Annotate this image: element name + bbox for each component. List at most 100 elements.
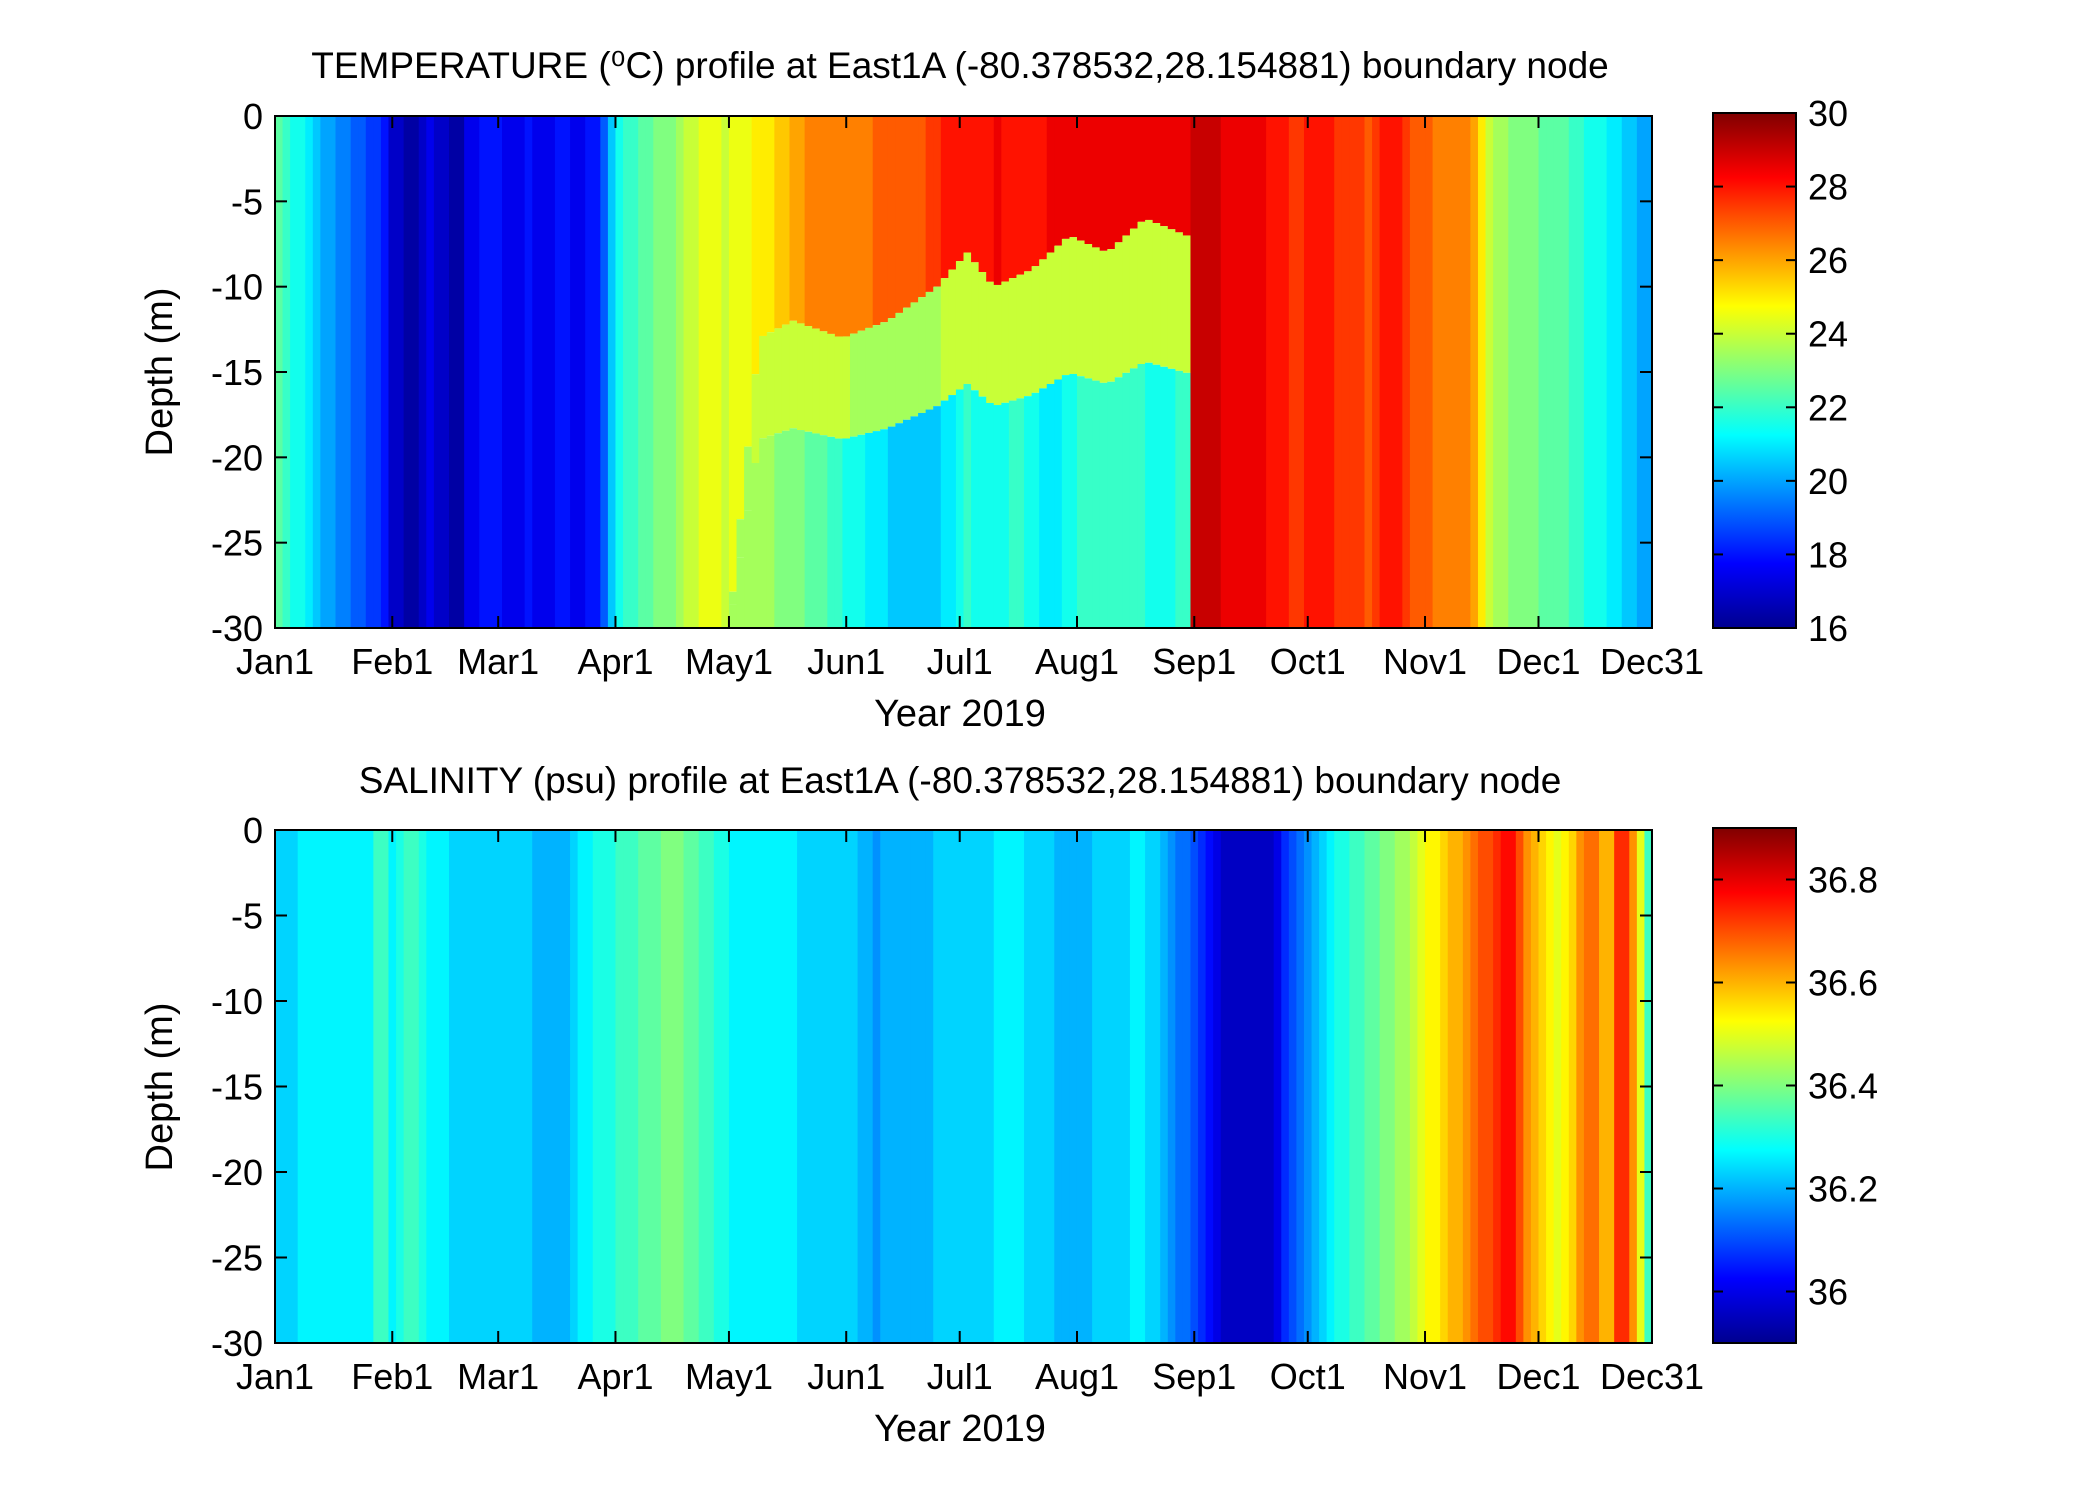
temperature-cell xyxy=(850,436,859,628)
salinity-cell xyxy=(1432,830,1441,1343)
salinity-cell xyxy=(1296,830,1305,1343)
temperature-cell xyxy=(902,116,912,308)
temperature-cell xyxy=(812,433,821,628)
temperature-cell xyxy=(380,116,390,628)
temperature-cell xyxy=(955,261,965,390)
salinity-y-tick-label: -5 xyxy=(231,896,263,937)
temperature-cell xyxy=(1440,116,1449,628)
salinity-cell xyxy=(539,830,548,1343)
salinity-x-tick-label: Dec31 xyxy=(1600,1356,1704,1397)
temperature-cell xyxy=(441,116,450,628)
temperature-cell xyxy=(1122,235,1131,373)
temperature-cell xyxy=(955,116,965,262)
temperature-cell xyxy=(501,116,511,628)
temperature-cell xyxy=(1016,116,1025,275)
temperature-cell xyxy=(910,116,919,303)
temperature-cell xyxy=(1341,116,1350,628)
temperature-cell xyxy=(834,116,844,337)
salinity-cell xyxy=(797,830,806,1343)
salinity-cell xyxy=(1137,830,1146,1343)
temperature-x-tick-label: Dec31 xyxy=(1600,641,1704,682)
salinity-cell xyxy=(955,830,965,1343)
salinity-cell xyxy=(1470,830,1479,1343)
temperature-cell xyxy=(539,116,548,628)
temperature-cell xyxy=(948,395,957,628)
temperature-cell xyxy=(993,405,1002,628)
temperature-cell xyxy=(925,291,934,410)
temperature-cell xyxy=(464,116,473,628)
temperature-cell xyxy=(570,116,579,628)
temperature-panel: TEMPERATURE (⁰C) profile at East1A (-80.… xyxy=(139,45,1848,735)
temperature-cell xyxy=(1076,240,1086,377)
temperature-cell xyxy=(1046,252,1055,384)
temperature-cell xyxy=(1061,238,1071,376)
salinity-cell xyxy=(691,830,700,1343)
temperature-cell xyxy=(1546,116,1555,628)
temperature-cell xyxy=(744,446,753,511)
temperature-cell xyxy=(766,332,775,436)
temperature-cell xyxy=(449,116,458,628)
salinity-cell xyxy=(1092,830,1101,1343)
salinity-cell xyxy=(827,830,836,1343)
salinity-cell xyxy=(1477,830,1487,1343)
salinity-cell xyxy=(449,830,458,1343)
salinity-cell xyxy=(759,830,768,1343)
temperature-colorbar-tick-label: 28 xyxy=(1808,167,1848,208)
salinity-cell xyxy=(902,830,912,1343)
salinity-cell xyxy=(403,830,412,1343)
temperature-cell xyxy=(850,333,859,437)
salinity-cell xyxy=(1387,830,1396,1343)
temperature-cell xyxy=(759,438,768,628)
temperature-colorbar-tick-label: 24 xyxy=(1808,314,1848,355)
temperature-cell xyxy=(1606,116,1615,628)
salinity-cell xyxy=(1576,830,1585,1343)
temperature-cell xyxy=(1152,116,1161,224)
temperature-cell xyxy=(335,116,344,628)
temperature-cell xyxy=(1591,116,1600,628)
salinity-cell xyxy=(297,830,306,1343)
temperature-cell xyxy=(1076,376,1086,628)
temperature-cell xyxy=(940,116,949,279)
temperature-cell xyxy=(728,591,738,605)
temperature-cell xyxy=(312,116,321,628)
temperature-cell xyxy=(819,331,828,436)
salinity-cell xyxy=(1629,830,1638,1343)
salinity-cell xyxy=(623,830,632,1343)
salinity-y-axis-label: Depth (m) xyxy=(139,1003,181,1172)
temperature-cell xyxy=(343,116,352,628)
temperature-cell xyxy=(774,433,783,628)
temperature-cell xyxy=(978,396,987,628)
temperature-cell xyxy=(910,302,919,417)
temperature-cell xyxy=(918,116,927,298)
temperature-cell xyxy=(1243,116,1252,628)
salinity-cell xyxy=(607,830,617,1343)
temperature-cell xyxy=(1296,116,1305,628)
temperature-cell xyxy=(562,116,571,628)
temperature-cell xyxy=(834,438,844,628)
salinity-cell xyxy=(343,830,352,1343)
temperature-x-tick-label: Jun1 xyxy=(807,641,885,682)
salinity-cell xyxy=(1069,830,1078,1343)
salinity-cell xyxy=(441,830,450,1343)
temperature-cell xyxy=(1076,116,1086,241)
salinity-cell xyxy=(464,830,473,1343)
temperature-cell xyxy=(781,430,791,628)
temperature-cell xyxy=(827,333,836,437)
temperature-cell xyxy=(1024,271,1033,397)
temperature-cell xyxy=(963,252,972,384)
temperature-cell xyxy=(1001,281,1010,403)
temperature-cell xyxy=(986,116,995,282)
temperature-cell xyxy=(1069,237,1078,374)
salinity-cell xyxy=(1016,830,1025,1343)
temperature-cell xyxy=(819,116,828,332)
temperature-cell xyxy=(1417,116,1426,628)
temperature-cell xyxy=(797,116,806,324)
salinity-cell xyxy=(1599,830,1608,1343)
temperature-cell xyxy=(1016,398,1025,628)
temperature-cell xyxy=(554,116,564,628)
salinity-x-tick-label: Feb1 xyxy=(351,1356,433,1397)
temperature-cell xyxy=(1024,396,1033,628)
salinity-cell xyxy=(486,830,496,1343)
temperature-cell xyxy=(766,116,775,333)
temperature-cell xyxy=(1228,116,1237,628)
